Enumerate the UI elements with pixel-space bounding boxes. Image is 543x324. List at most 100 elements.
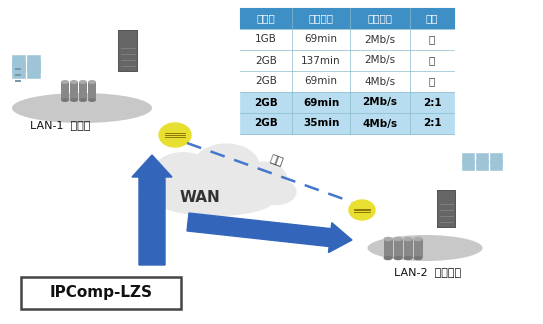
- Ellipse shape: [88, 80, 96, 84]
- Bar: [119, 31, 137, 71]
- Text: 137min: 137min: [301, 55, 341, 65]
- Bar: [410, 113, 454, 134]
- Bar: [437, 190, 456, 228]
- Ellipse shape: [349, 200, 375, 220]
- Bar: [350, 29, 410, 50]
- Ellipse shape: [255, 179, 296, 205]
- Text: 无: 无: [429, 55, 435, 65]
- Text: 69min: 69min: [305, 34, 338, 44]
- Ellipse shape: [239, 161, 287, 196]
- FancyArrow shape: [187, 213, 352, 252]
- Text: 2:1: 2:1: [422, 119, 441, 129]
- Text: 数据量: 数据量: [257, 14, 275, 24]
- Bar: [292, 50, 350, 71]
- Bar: [12, 55, 25, 66]
- Bar: [79, 82, 87, 100]
- Bar: [27, 61, 40, 72]
- Bar: [292, 29, 350, 50]
- Text: 无: 无: [429, 76, 435, 87]
- Text: 专线: 专线: [269, 154, 285, 168]
- Bar: [15, 80, 21, 82]
- Bar: [438, 191, 455, 227]
- Text: 2GB: 2GB: [255, 76, 277, 87]
- Bar: [12, 61, 25, 72]
- Bar: [292, 71, 350, 92]
- Bar: [490, 153, 502, 163]
- Ellipse shape: [193, 144, 260, 189]
- Bar: [410, 8, 454, 29]
- Text: 传输时间: 传输时间: [308, 14, 333, 24]
- Bar: [292, 92, 350, 113]
- Bar: [410, 50, 454, 71]
- Ellipse shape: [79, 80, 87, 84]
- Bar: [462, 160, 474, 170]
- Text: 2GB: 2GB: [254, 98, 278, 108]
- Ellipse shape: [138, 180, 180, 209]
- Text: 2:1: 2:1: [422, 98, 441, 108]
- Bar: [240, 8, 292, 29]
- Text: 35min: 35min: [303, 119, 339, 129]
- Bar: [410, 71, 454, 92]
- Ellipse shape: [414, 237, 422, 241]
- Text: 专线带宽: 专线带宽: [368, 14, 393, 24]
- Bar: [240, 29, 292, 50]
- Text: 69min: 69min: [305, 76, 338, 87]
- Ellipse shape: [403, 256, 413, 260]
- Ellipse shape: [154, 152, 212, 190]
- Text: WAN: WAN: [180, 191, 220, 205]
- Bar: [462, 153, 474, 163]
- Text: LAN-1  主站点: LAN-1 主站点: [30, 120, 90, 130]
- Bar: [414, 239, 423, 258]
- Ellipse shape: [159, 123, 191, 147]
- Bar: [350, 8, 410, 29]
- Ellipse shape: [403, 237, 413, 241]
- Bar: [61, 82, 69, 100]
- Ellipse shape: [79, 98, 87, 102]
- Bar: [240, 71, 292, 92]
- Ellipse shape: [414, 256, 422, 260]
- Bar: [15, 74, 21, 76]
- Text: 压缩: 压缩: [426, 14, 438, 24]
- Bar: [240, 92, 292, 113]
- Bar: [27, 67, 40, 78]
- Text: 69min: 69min: [303, 98, 339, 108]
- Ellipse shape: [394, 237, 402, 241]
- Ellipse shape: [151, 164, 279, 216]
- Ellipse shape: [155, 183, 275, 216]
- Ellipse shape: [70, 98, 78, 102]
- Bar: [350, 71, 410, 92]
- Bar: [240, 8, 454, 134]
- Bar: [292, 8, 350, 29]
- Bar: [292, 113, 350, 134]
- Bar: [350, 92, 410, 113]
- Ellipse shape: [383, 237, 393, 241]
- Bar: [350, 50, 410, 71]
- Bar: [70, 82, 78, 100]
- Bar: [490, 160, 502, 170]
- Bar: [118, 30, 138, 72]
- Bar: [394, 239, 403, 258]
- Text: 4Mb/s: 4Mb/s: [364, 76, 395, 87]
- Bar: [12, 67, 25, 78]
- Text: LAN-2  远程站点: LAN-2 远程站点: [394, 267, 462, 277]
- Ellipse shape: [70, 80, 78, 84]
- Ellipse shape: [12, 93, 152, 123]
- Ellipse shape: [61, 98, 69, 102]
- Text: 2Mb/s: 2Mb/s: [364, 55, 395, 65]
- Ellipse shape: [383, 256, 393, 260]
- Bar: [384, 239, 393, 258]
- Bar: [27, 55, 40, 66]
- Text: 2Mb/s: 2Mb/s: [364, 34, 395, 44]
- Bar: [88, 82, 96, 100]
- Bar: [240, 50, 292, 71]
- Bar: [410, 29, 454, 50]
- Text: IPComp-LZS: IPComp-LZS: [49, 285, 153, 300]
- Bar: [476, 160, 488, 170]
- Bar: [410, 92, 454, 113]
- Bar: [240, 113, 292, 134]
- Bar: [404, 239, 413, 258]
- FancyArrow shape: [132, 155, 172, 265]
- Ellipse shape: [61, 80, 69, 84]
- FancyBboxPatch shape: [21, 277, 181, 309]
- Ellipse shape: [368, 235, 483, 261]
